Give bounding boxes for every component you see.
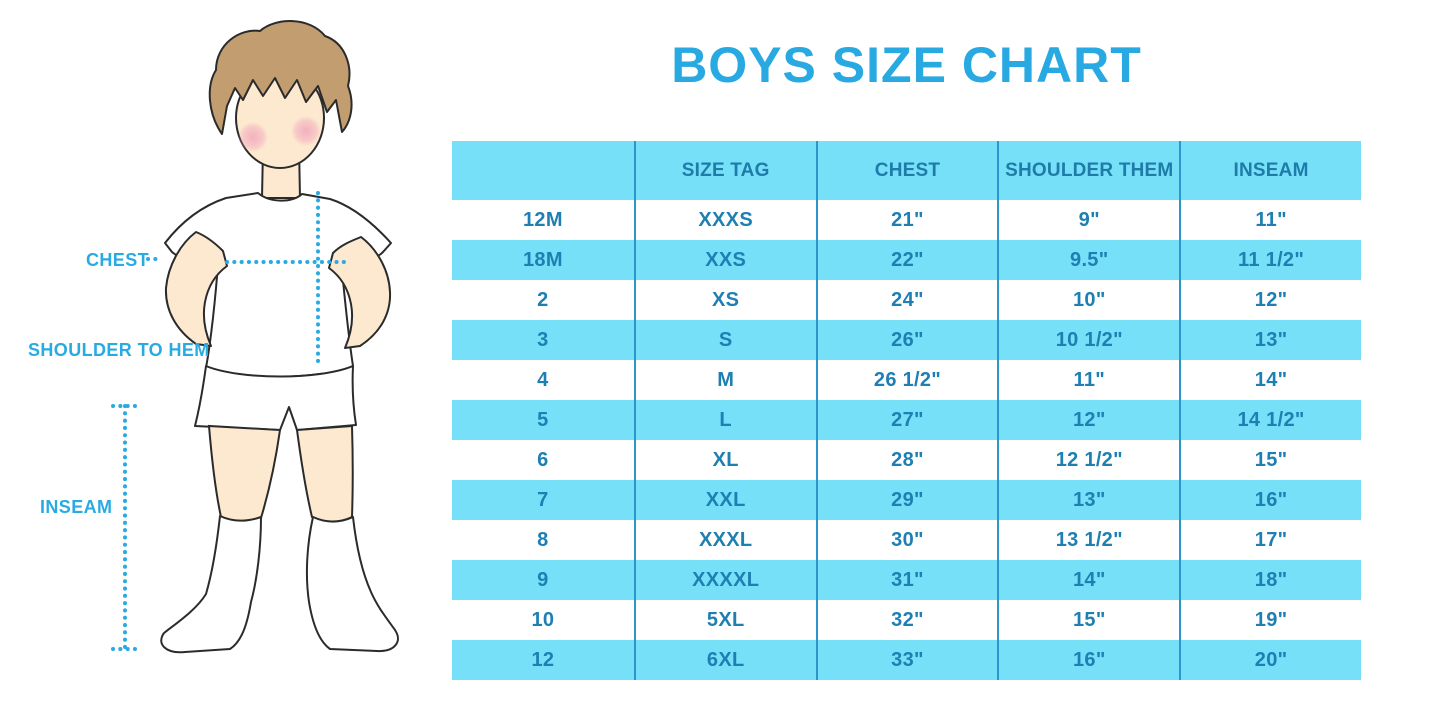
table-row: 12M XXXS 21" 9" 11" [452, 200, 1361, 240]
table-cell: 8 [537, 528, 549, 551]
table-row: 18M XXS 22" 9.5" 11 1/2" [452, 240, 1361, 280]
table-cell: XXXL [633, 520, 816, 560]
table-row: 6 XL 28" 12 1/2" 15" [452, 440, 1361, 480]
table-row: 12 6XL 33" 16" 20" [452, 640, 1361, 680]
table-cell: 12M [522, 208, 563, 231]
table-cell: 16" [997, 640, 1179, 680]
boy-hair [208, 20, 353, 135]
table-cell: 11" [1179, 200, 1361, 240]
table-cell: 11" [997, 360, 1179, 400]
table-cell: 33" [815, 640, 998, 680]
table-cell: 3 [537, 328, 549, 351]
table-cell: 17" [1179, 520, 1361, 560]
table-row: 9 XXXXL 31" 14" 18" [452, 560, 1361, 600]
table-cell: 4 [537, 368, 549, 391]
table-cell: S [633, 320, 816, 360]
table-cell: XXXXL [633, 560, 816, 600]
table-cell: 26 1/2" [815, 360, 998, 400]
table-cell: 12 [531, 648, 555, 671]
table-row: 5 L 27" 12" 14 1/2" [452, 400, 1361, 440]
table-cell: 7 [537, 488, 549, 511]
table-cell: 19" [1179, 600, 1361, 640]
column-header [452, 141, 634, 200]
table-cell: 13 1/2" [997, 520, 1179, 560]
table-cell: L [633, 400, 816, 440]
table-cell: 27" [815, 400, 998, 440]
table-cell: XL [633, 440, 816, 480]
boy-left-leg [207, 424, 282, 523]
shoulder-to-hem-label: SHOULDER TO HEM [28, 340, 210, 360]
table-cell: 12 1/2" [997, 440, 1179, 480]
boy-figure-svg [111, 20, 399, 654]
measurement-dotted-lines [111, 191, 346, 651]
table-cell: XXS [633, 240, 816, 280]
inseam-label: INSEAM [40, 497, 113, 517]
boy-blush-right [291, 116, 321, 146]
table-cell: XXL [633, 480, 816, 520]
boy-shorts [194, 365, 357, 431]
table-cell: 18" [1179, 560, 1361, 600]
table-cell: 16" [1179, 480, 1361, 520]
table-row: 4 M 26 1/2" 11" 14" [452, 360, 1361, 400]
table-cell: 32" [815, 600, 998, 640]
page-title: BOYS SIZE CHART [671, 37, 1142, 93]
table-row: 2 XS 24" 10" 12" [452, 280, 1361, 320]
table-cell: 28" [815, 440, 998, 480]
table-cell: 10 [531, 608, 555, 631]
table-cell: 5XL [633, 600, 816, 640]
table-cell: 13" [1179, 320, 1361, 360]
column-header: SIZE TAG [633, 141, 816, 200]
table-cell: 14" [997, 560, 1179, 600]
column-header: INSEAM [1179, 141, 1361, 200]
table-cell: 26" [815, 320, 998, 360]
table-cell: 29" [815, 480, 998, 520]
table-cell: 21" [815, 200, 998, 240]
table-cell: 24" [815, 280, 998, 320]
table-cell: 6 [537, 448, 549, 471]
table-cell: 18M [522, 248, 563, 271]
table-cell: 10" [997, 280, 1179, 320]
table-row: 7 XXL 29" 13" 16" [452, 480, 1361, 520]
size-table: SIZE TAG CHEST SHOULDER THEM INSEAM 12M XXXS 2… [452, 141, 1361, 680]
boy-left-sock [160, 515, 262, 654]
table-cell: XXXS [633, 200, 816, 240]
table-cell: 9.5" [997, 240, 1179, 280]
column-header: CHEST [815, 141, 998, 200]
table-cell: 22" [815, 240, 998, 280]
boy-right-leg [295, 424, 354, 523]
table-cell: 12" [1179, 280, 1361, 320]
table-row: 3 S 26" 10 1/2" 13" [452, 320, 1361, 360]
boy-right-sock [305, 516, 399, 653]
table-cell: 31" [815, 560, 998, 600]
table-cell: 5 [537, 408, 549, 431]
table-cell: 30" [815, 520, 998, 560]
table-cell: M [633, 360, 816, 400]
table-cell: 6XL [633, 640, 816, 680]
chest-label: CHEST [86, 250, 150, 270]
table-cell: XS [633, 280, 816, 320]
table-cell: 2 [537, 288, 549, 311]
table-cell: 9 [537, 568, 549, 591]
table-cell: 12" [997, 400, 1179, 440]
table-cell: 15" [997, 600, 1179, 640]
table-cell: 13" [997, 480, 1179, 520]
boy-blush-left [238, 122, 268, 152]
table-cell: 14" [1179, 360, 1361, 400]
table-cell: 9" [997, 200, 1179, 240]
table-header-row: SIZE TAG CHEST SHOULDER THEM INSEAM [452, 141, 1361, 200]
table-row: 10 5XL 32" 15" 19" [452, 600, 1361, 640]
boy-left-arm [164, 231, 228, 347]
table-cell: 15" [1179, 440, 1361, 480]
table-row: 8 XXXL 30" 13 1/2" 17" [452, 520, 1361, 560]
table-cell: 20" [1179, 640, 1361, 680]
table-cell: 11 1/2" [1179, 240, 1361, 280]
boy-figure-illustration [0, 0, 455, 723]
table-cell: 14 1/2" [1179, 400, 1361, 440]
table-cell: 10 1/2" [997, 320, 1179, 360]
column-header: SHOULDER THEM [997, 141, 1179, 200]
boy-right-arm [328, 236, 392, 349]
